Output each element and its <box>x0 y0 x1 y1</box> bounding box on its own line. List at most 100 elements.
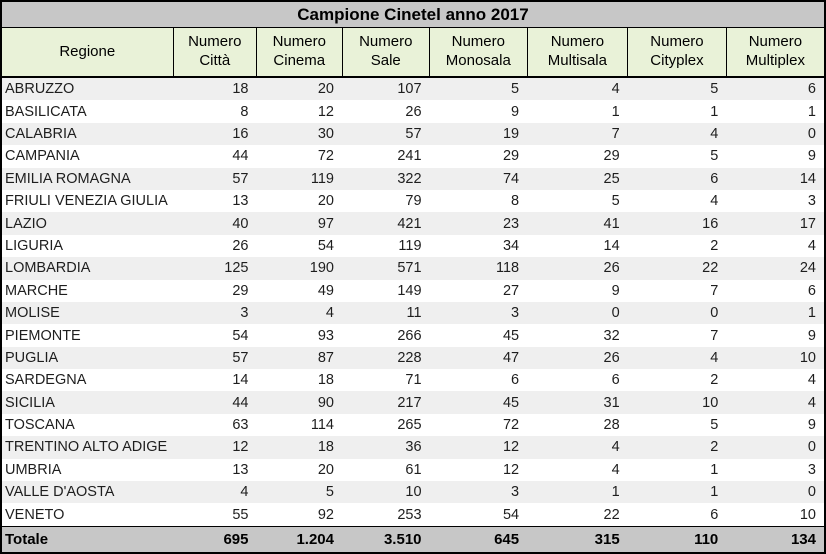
table-row: VALLE D'AOSTA 4 5 10 3 1 1 0 <box>1 481 825 504</box>
region-cell: BASILICATA <box>5 103 87 120</box>
table-row: PIEMONTE 54 93 266 45 32 7 9 <box>1 324 825 346</box>
multiplex-value-cell: 4 <box>807 237 816 254</box>
cityplex-value-cell: 6 <box>627 167 727 190</box>
cityplex-value-cell: 0 <box>627 301 727 325</box>
citta-value-cell: 57 <box>173 346 257 370</box>
cityplex-value-cell: 16 <box>627 212 727 235</box>
cityplex-value-cell: 1 <box>627 481 727 504</box>
sale-value-cell: 217 <box>342 391 430 414</box>
sale-value-cell: 149 <box>397 282 422 299</box>
citta-value-cell: 16 <box>173 122 257 146</box>
sale-value-cell: 241 <box>397 148 422 165</box>
cityplex-value-cell: 4 <box>710 193 719 210</box>
total-multisala-cell: 315 <box>527 526 628 553</box>
title-row: Campione Cinetel anno 2017 <box>1 1 825 28</box>
sale-value-cell: 71 <box>405 372 422 389</box>
monosala-value-cell: 74 <box>429 167 528 190</box>
monosala-value-cell: 72 <box>502 417 520 434</box>
multisala-value-cell: 14 <box>603 237 620 254</box>
region-cell: ABRUZZO <box>1 77 174 101</box>
cinema-value-cell: 114 <box>310 417 334 434</box>
region-cell: LIGURIA <box>5 237 64 254</box>
cityplex-value-cell: 2 <box>710 372 719 389</box>
header-row: Regione Numero Città Numero Cinema Numer… <box>1 27 825 78</box>
total-row: Totale 695 1.204 3.510 645 315 110 134 <box>1 526 825 553</box>
citta-value-cell: 8 <box>240 103 249 120</box>
cinema-value-cell: 190 <box>256 257 342 280</box>
column-header-multiplex: Numero Multiplex <box>725 27 825 78</box>
citta-value-cell: 26 <box>232 237 249 254</box>
cinema-value-cell: 20 <box>317 461 334 478</box>
multiplex-value-cell: 9 <box>807 327 816 344</box>
multiplex-value-cell: 0 <box>726 481 825 504</box>
multiplex-value-cell: 4 <box>807 372 816 389</box>
citta-value-cell: 125 <box>173 257 257 280</box>
table-row: LOMBARDIA 125 190 571 118 26 22 24 <box>1 257 825 280</box>
multisala-value-cell: 4 <box>527 77 628 101</box>
multisala-value-cell: 22 <box>603 506 620 523</box>
cinema-value-cell: 12 <box>317 103 334 120</box>
multiplex-value-cell: 6 <box>807 282 816 299</box>
table-foot: Totale 695 1.204 3.510 645 315 110 134 <box>1 526 825 553</box>
table-row: UMBRIA 13 20 61 12 4 1 3 <box>1 459 825 481</box>
multisala-value-cell: 29 <box>603 148 620 165</box>
cinema-value-cell: 30 <box>256 122 342 146</box>
region-cell: EMILIA ROMAGNA <box>1 167 174 190</box>
cinema-value-cell: 20 <box>256 77 342 101</box>
table-row: LAZIO 40 97 421 23 41 16 17 <box>1 212 825 235</box>
citta-value-cell: 55 <box>232 506 249 523</box>
cinema-value-cell: 20 <box>317 193 334 210</box>
citta-value-cell: 44 <box>232 148 249 165</box>
sale-value-cell: 228 <box>342 346 430 370</box>
monosala-value-cell: 19 <box>429 122 528 146</box>
monosala-value-cell: 47 <box>429 346 528 370</box>
table-row: CAMPANIA 44 72 241 29 29 5 9 <box>1 145 825 167</box>
sale-value-cell: 421 <box>342 212 430 235</box>
multisala-value-cell: 0 <box>527 301 628 325</box>
cinema-value-cell: 119 <box>256 167 342 190</box>
total-label: Totale <box>1 526 174 553</box>
region-cell: PIEMONTE <box>5 327 81 344</box>
monosala-value-cell: 27 <box>502 282 520 299</box>
table-row: TOSCANA 63 114 265 72 28 5 9 <box>1 414 825 436</box>
region-cell: CALABRIA <box>1 122 174 146</box>
table-row: ABRUZZO 18 20 107 5 4 5 6 <box>1 77 825 101</box>
multisala-value-cell: 4 <box>611 461 620 478</box>
citta-value-cell: 29 <box>232 282 249 299</box>
monosala-value-cell: 54 <box>502 506 520 523</box>
cinema-value-cell: 49 <box>317 282 334 299</box>
table-row: FRIULI VENEZIA GIULIA 13 20 79 8 5 4 3 <box>1 190 825 212</box>
table-row: SICILIA 44 90 217 45 31 10 4 <box>1 391 825 414</box>
region-cell: UMBRIA <box>5 461 62 478</box>
region-cell: LAZIO <box>1 212 174 235</box>
sale-value-cell: 26 <box>405 103 422 120</box>
monosala-value-cell: 45 <box>502 327 520 344</box>
cityplex-value-cell: 5 <box>710 148 719 165</box>
cityplex-value-cell: 2 <box>710 237 719 254</box>
cityplex-value-cell: 7 <box>710 282 719 299</box>
cityplex-value-cell: 1 <box>710 103 719 120</box>
multisala-value-cell: 31 <box>527 391 628 414</box>
citta-value-cell: 14 <box>232 372 249 389</box>
multiplex-value-cell: 1 <box>726 301 825 325</box>
cinema-value-cell: 18 <box>317 372 334 389</box>
table-row: VENETO 55 92 253 54 22 6 10 <box>1 503 825 526</box>
monosala-value-cell: 3 <box>429 301 528 325</box>
monosala-value-cell: 6 <box>511 372 520 389</box>
total-cityplex-cell: 110 <box>627 526 727 553</box>
sale-value-cell: 107 <box>342 77 430 101</box>
citta-value-cell: 13 <box>232 193 249 210</box>
column-header-cityplex: Numero Cityplex <box>627 27 727 78</box>
multisala-value-cell: 5 <box>611 193 620 210</box>
sale-value-cell: 57 <box>342 122 430 146</box>
cinema-value-cell: 87 <box>256 346 342 370</box>
sale-value-cell: 36 <box>342 436 430 459</box>
region-cell: VALLE D'AOSTA <box>1 481 174 504</box>
multiplex-value-cell: 3 <box>807 461 816 478</box>
column-header-citta: Numero Città <box>172 27 257 78</box>
citta-value-cell: 12 <box>173 436 257 459</box>
cityplex-value-cell: 10 <box>627 391 727 414</box>
multisala-value-cell: 25 <box>527 167 628 190</box>
cityplex-value-cell: 4 <box>627 122 727 146</box>
